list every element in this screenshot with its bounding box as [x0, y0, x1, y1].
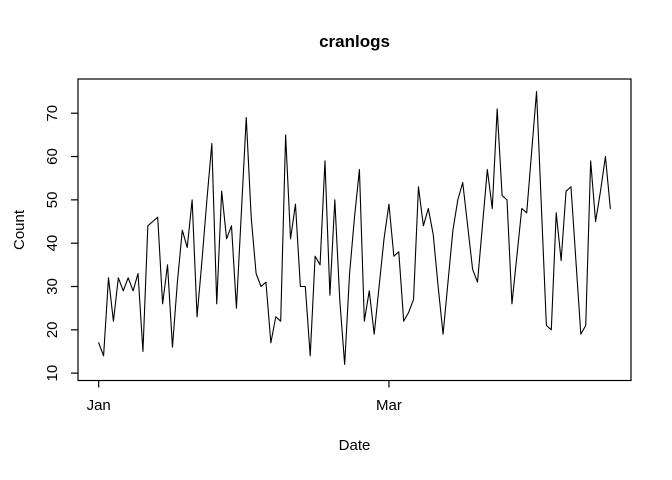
y-tick-label: 20 — [44, 321, 61, 338]
y-tick-label: 30 — [44, 278, 61, 295]
plot-box — [77, 78, 632, 382]
y-tick-label: 50 — [44, 192, 61, 209]
y-tick-label: 60 — [44, 148, 61, 165]
x-tick-label: Mar — [376, 397, 402, 414]
chart-title: cranlogs — [319, 32, 390, 51]
x-axis-ticks: Jan Mar — [87, 380, 402, 414]
y-tick-label: 70 — [44, 105, 61, 122]
y-axis-ticks: 10 20 30 40 50 60 70 — [44, 105, 78, 382]
y-tick-label: 40 — [44, 235, 61, 252]
x-axis-label: Date — [339, 437, 371, 454]
y-axis-label: Count — [11, 209, 28, 250]
x-tick-label: Jan — [87, 397, 111, 414]
y-tick-label: 10 — [44, 365, 61, 382]
data-line — [98, 91, 611, 366]
